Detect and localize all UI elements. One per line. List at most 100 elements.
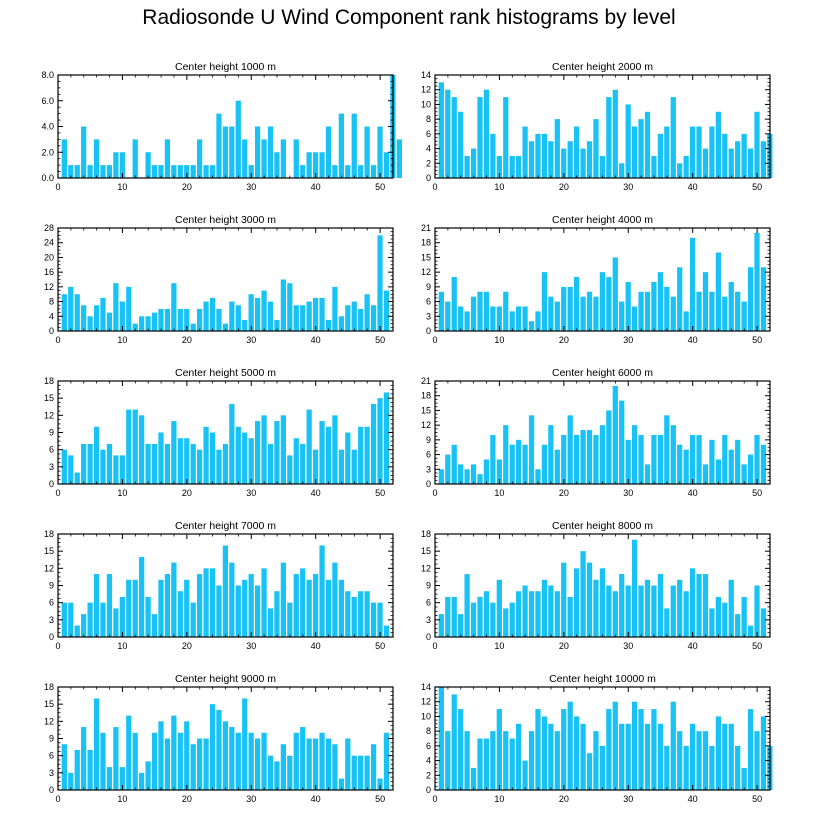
- y-tick-label: 14: [421, 70, 431, 80]
- bar: [580, 296, 586, 331]
- bar: [548, 141, 554, 178]
- bar: [325, 579, 332, 637]
- bar: [496, 306, 502, 331]
- bar: [100, 449, 106, 484]
- bar: [383, 732, 390, 790]
- bar: [139, 316, 145, 331]
- bar: [683, 311, 689, 331]
- x-tick-label: 40: [311, 488, 321, 498]
- bar: [451, 444, 457, 484]
- bar: [619, 400, 625, 484]
- y-tick-label: 9: [49, 428, 54, 438]
- y-tick-label: 12: [44, 563, 54, 573]
- bar: [209, 704, 216, 790]
- y-tick-label: 15: [44, 699, 54, 709]
- bar: [586, 141, 593, 178]
- y-tick-label: 0: [49, 479, 54, 489]
- bar: [151, 732, 158, 790]
- bar: [306, 579, 312, 637]
- bar: [358, 755, 364, 790]
- bar: [300, 165, 306, 178]
- bar: [261, 732, 267, 790]
- x-tick-label: 0: [432, 335, 437, 345]
- x-tick-label: 40: [311, 335, 321, 345]
- bar: [74, 294, 80, 331]
- bar: [490, 434, 496, 484]
- bar: [644, 579, 651, 637]
- bar: [312, 449, 319, 484]
- bar: [735, 141, 741, 178]
- bar: [741, 301, 747, 331]
- bar: [332, 286, 338, 331]
- bar: [470, 148, 477, 178]
- bar: [93, 426, 100, 484]
- x-tick-label: 30: [246, 641, 256, 651]
- bar: [164, 308, 171, 331]
- bar: [516, 591, 522, 637]
- bar: [113, 608, 119, 637]
- bar: [287, 602, 293, 637]
- bar: [61, 294, 67, 331]
- bar: [728, 281, 734, 331]
- bar: [702, 574, 709, 637]
- bar: [535, 469, 541, 484]
- y-tick-label: 12: [421, 420, 431, 430]
- y-tick-label: 4: [49, 311, 54, 321]
- bar: [445, 301, 451, 331]
- bar: [351, 301, 357, 331]
- bar: [747, 267, 754, 331]
- bar: [619, 723, 625, 790]
- bar: [567, 286, 573, 331]
- bar: [631, 539, 638, 637]
- bar: [358, 165, 364, 178]
- x-tick-label: 20: [182, 794, 192, 804]
- bar: [306, 152, 312, 178]
- bar: [728, 449, 734, 484]
- bar: [715, 459, 721, 484]
- bar: [670, 425, 676, 484]
- x-tick-label: 30: [623, 794, 633, 804]
- bar: [197, 574, 203, 637]
- bar: [171, 283, 177, 331]
- x-tick-label: 50: [375, 335, 385, 345]
- x-tick-label: 30: [623, 335, 633, 345]
- bar: [68, 165, 74, 178]
- bar: [293, 139, 299, 178]
- histogram-panel-1: Center height 1000 m 0.0 2.0 4.0 6.0 8.0 0 10 20…: [41, 61, 402, 192]
- y-tick-label: 3: [426, 464, 431, 474]
- bar: [483, 738, 490, 790]
- bar: [631, 306, 638, 331]
- bar: [657, 272, 664, 331]
- bar: [683, 745, 689, 790]
- bar: [145, 443, 151, 484]
- bar: [664, 608, 670, 637]
- bar: [383, 392, 390, 484]
- bar: [747, 454, 754, 484]
- bar: [664, 126, 670, 178]
- histogram-panel-2: Center height 2000 m 0 2 4 6 8 10 12 14 0 10 20 30 40…: [421, 61, 773, 192]
- bar: [345, 305, 351, 331]
- bar: [203, 301, 209, 331]
- y-tick-label: 12: [44, 410, 54, 420]
- bar: [332, 744, 338, 790]
- bar: [319, 152, 325, 178]
- bar: [345, 591, 351, 637]
- bar: [351, 449, 357, 484]
- bar: [522, 126, 528, 178]
- bar: [119, 455, 125, 484]
- bar: [715, 596, 721, 637]
- bar: [438, 687, 444, 790]
- bar: [741, 133, 747, 178]
- bar: [209, 165, 216, 178]
- bar: [338, 778, 344, 790]
- bar: [477, 596, 483, 637]
- bar: [364, 294, 370, 331]
- bar: [151, 165, 158, 178]
- y-tick-label: 4: [426, 756, 431, 766]
- bar: [754, 434, 760, 484]
- bar: [119, 152, 125, 178]
- bar: [496, 579, 502, 637]
- bar: [248, 732, 254, 790]
- y-tick-label: 24: [44, 238, 54, 248]
